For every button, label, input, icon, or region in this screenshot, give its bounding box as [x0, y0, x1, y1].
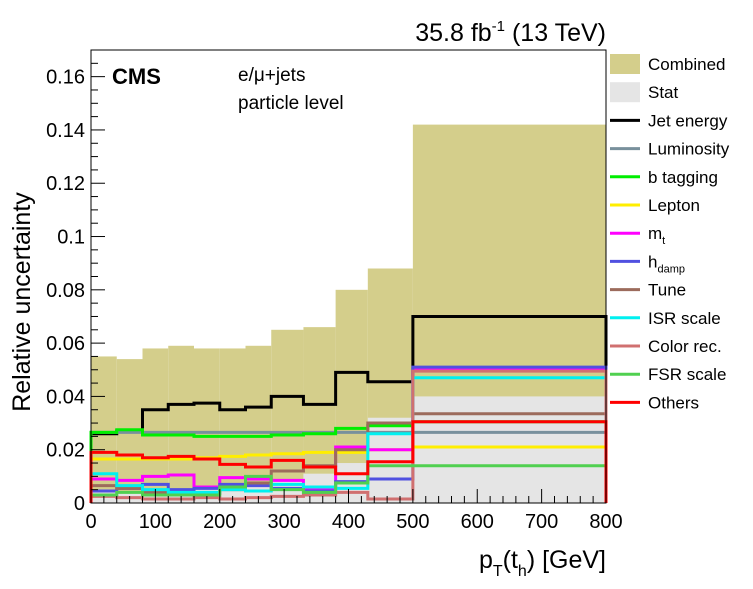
x-tick-label: 200 — [203, 511, 236, 533]
y-tick-label: 0.16 — [46, 67, 85, 89]
legend-label: hdamp — [648, 252, 685, 275]
combined-bin — [219, 348, 246, 503]
x-tick-label: 800 — [589, 511, 622, 533]
legend-label: Luminosity — [648, 140, 730, 159]
x-tick-label: 400 — [332, 511, 365, 533]
x-tick-label: 600 — [461, 511, 494, 533]
legend-swatch — [610, 54, 640, 74]
legend-label: FSR scale — [648, 365, 726, 384]
cms-label: CMS — [112, 64, 161, 89]
y-tick-label: 0.08 — [46, 280, 85, 302]
x-tick-label: 500 — [396, 511, 429, 533]
legend-label: Stat — [648, 83, 679, 102]
y-tick-label: 0.14 — [46, 120, 85, 142]
legend-label: ISR scale — [648, 309, 721, 328]
legend: Combined Stat Jet energy Luminosity b taggin… — [610, 54, 730, 412]
b-tagging-line — [89, 420, 608, 503]
legend-label: b tagging — [648, 168, 718, 187]
x-tick-label: 100 — [139, 511, 172, 533]
legend-label: Lepton — [648, 196, 700, 215]
legend-entry-tune: Tune — [610, 281, 686, 300]
legend-entry-b-tagging: b tagging — [610, 168, 718, 187]
legend-label: Combined — [648, 55, 726, 74]
legend-entry-others: Others — [610, 393, 699, 412]
legend-entry-jet-energy: Jet energy — [610, 111, 728, 130]
legend-label: Color rec. — [648, 337, 722, 356]
legend-entry-h-damp: hdamp — [610, 252, 685, 275]
jet-energy-line — [89, 314, 608, 503]
y-tick-label: 0.06 — [46, 333, 85, 355]
legend-entry-stat: Stat — [610, 82, 679, 103]
combined-bin — [168, 345, 194, 503]
legend-label: Tune — [648, 281, 686, 300]
legend-label: Others — [648, 393, 699, 412]
legend-entry-luminosity: Luminosity — [610, 140, 730, 159]
legend-entry-combined: Combined — [610, 54, 726, 74]
y-tick-label: 0.04 — [46, 386, 85, 408]
combined-bin — [142, 348, 169, 503]
legend-label: mt — [648, 224, 665, 247]
x-tick-label: 700 — [525, 511, 558, 533]
y-tick-label: 0.12 — [46, 173, 85, 195]
y-tick-label: 0.02 — [46, 440, 85, 462]
line-layer — [89, 314, 608, 503]
combined-bin — [271, 329, 304, 503]
isr-scale-line — [89, 376, 608, 503]
channel-label: e/μ+jets — [238, 65, 305, 86]
axes-layer: 0 100 200 300 400 500 600 700 800 0 0.02 0.04 0.06 0.… — [46, 49, 623, 533]
y-tick-label: 0 — [74, 493, 85, 515]
lumi-label: 35.8 fb-1 (13 TeV) — [415, 18, 606, 47]
level-label: particle level — [238, 93, 344, 114]
legend-label: Jet energy — [648, 111, 728, 130]
legend-entry-m-t: mt — [610, 224, 665, 247]
legend-entry-color-rec: Color rec. — [610, 337, 722, 356]
fsr-scale-line — [89, 464, 608, 503]
legend-entry-fsr-scale: FSR scale — [610, 365, 726, 384]
others-line — [89, 420, 608, 503]
legend-entry-isr-scale: ISR scale — [610, 309, 721, 328]
legend-swatch — [610, 82, 640, 103]
combined-bin — [91, 356, 117, 503]
legend-entry-lepton: Lepton — [610, 196, 700, 215]
x-tick-label: 300 — [267, 511, 300, 533]
combined-bin — [194, 348, 220, 503]
y-axis-title: Relative uncertainty — [8, 192, 36, 412]
y-tick-label: 0.1 — [57, 227, 85, 249]
x-tick-label: 0 — [85, 511, 96, 533]
